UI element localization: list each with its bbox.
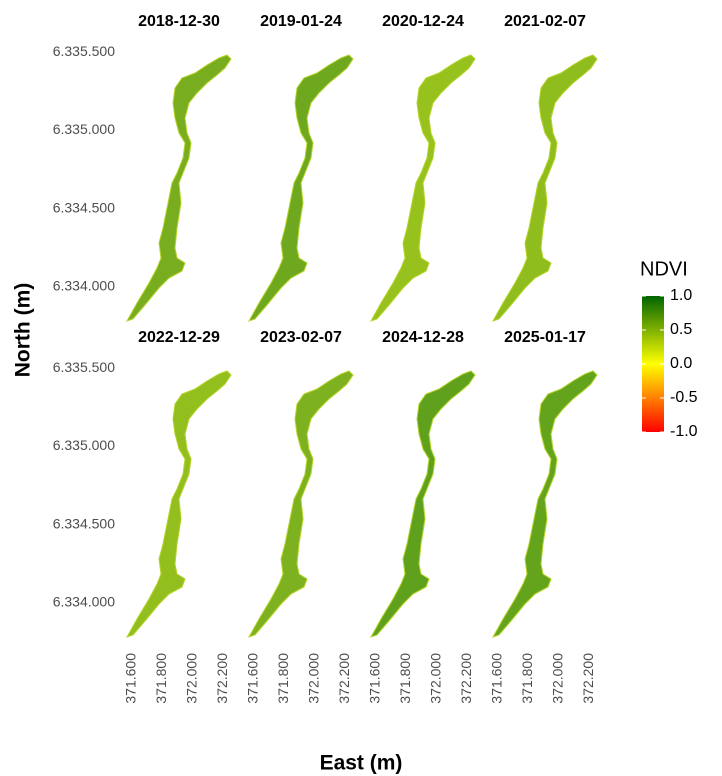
x-tick-label: 371.800 [153, 653, 169, 704]
y-tick-label: 6.334.000 [53, 277, 115, 293]
y-tick-label: 6.335.000 [53, 121, 115, 137]
ndvi-raster [493, 55, 597, 321]
chart: East (m) North (m) 2018-12-30 6.334.000 6.… [0, 0, 722, 776]
x-tick-label: 371.800 [519, 653, 535, 704]
ndvi-raster [127, 371, 231, 637]
panel-title: 2022-12-29 [138, 329, 220, 346]
ndvi-raster [493, 371, 597, 637]
legend-tick-label: 1.0 [670, 287, 692, 304]
x-tick-label: 371.600 [366, 653, 382, 704]
y-tick-label: 6.335.500 [53, 43, 115, 59]
x-tick-label: 371.600 [244, 653, 260, 704]
x-tick-label: 372.200 [214, 653, 230, 704]
x-tick-label: 371.600 [122, 653, 138, 704]
legend-tick-label: -1.0 [670, 423, 698, 440]
y-tick-label: 6.335.500 [53, 359, 115, 375]
x-tick-label: 372.000 [427, 653, 443, 704]
y-tick-label: 6.334.500 [53, 515, 115, 531]
x-tick-label: 372.000 [183, 653, 199, 704]
ndvi-raster [371, 55, 475, 321]
panel-title: 2020-12-24 [382, 13, 464, 30]
ndvi-raster [249, 371, 353, 637]
x-tick-label: 372.200 [458, 653, 474, 704]
panel-title: 2019-01-24 [260, 13, 342, 30]
panel-title: 2023-02-07 [260, 329, 342, 346]
x-axis-label: East (m) [320, 752, 403, 775]
x-tick-label: 372.200 [336, 653, 352, 704]
y-axis-label: North (m) [12, 283, 35, 377]
legend-tick-label: 0.5 [670, 321, 692, 338]
ndvi-raster [249, 55, 353, 321]
panel-title: 2024-12-28 [382, 329, 464, 346]
ndvi-raster [371, 371, 475, 637]
legend-title: NDVI [640, 258, 688, 280]
x-tick-label: 371.600 [488, 653, 504, 704]
panel-title: 2025-01-17 [504, 329, 586, 346]
legend-tick-label: -0.5 [670, 389, 698, 406]
panel-title: 2018-12-30 [138, 13, 220, 30]
panel-title: 2021-02-07 [504, 13, 586, 30]
x-tick-label: 372.000 [549, 653, 565, 704]
x-tick-label: 372.200 [580, 653, 596, 704]
y-tick-label: 6.335.000 [53, 437, 115, 453]
y-tick-label: 6.334.000 [53, 593, 115, 609]
legend-tick-label: 0.0 [670, 355, 692, 372]
y-tick-label: 6.334.500 [53, 199, 115, 215]
x-tick-label: 372.000 [305, 653, 321, 704]
x-tick-label: 371.800 [397, 653, 413, 704]
ndvi-raster [127, 55, 231, 321]
x-tick-label: 371.800 [275, 653, 291, 704]
